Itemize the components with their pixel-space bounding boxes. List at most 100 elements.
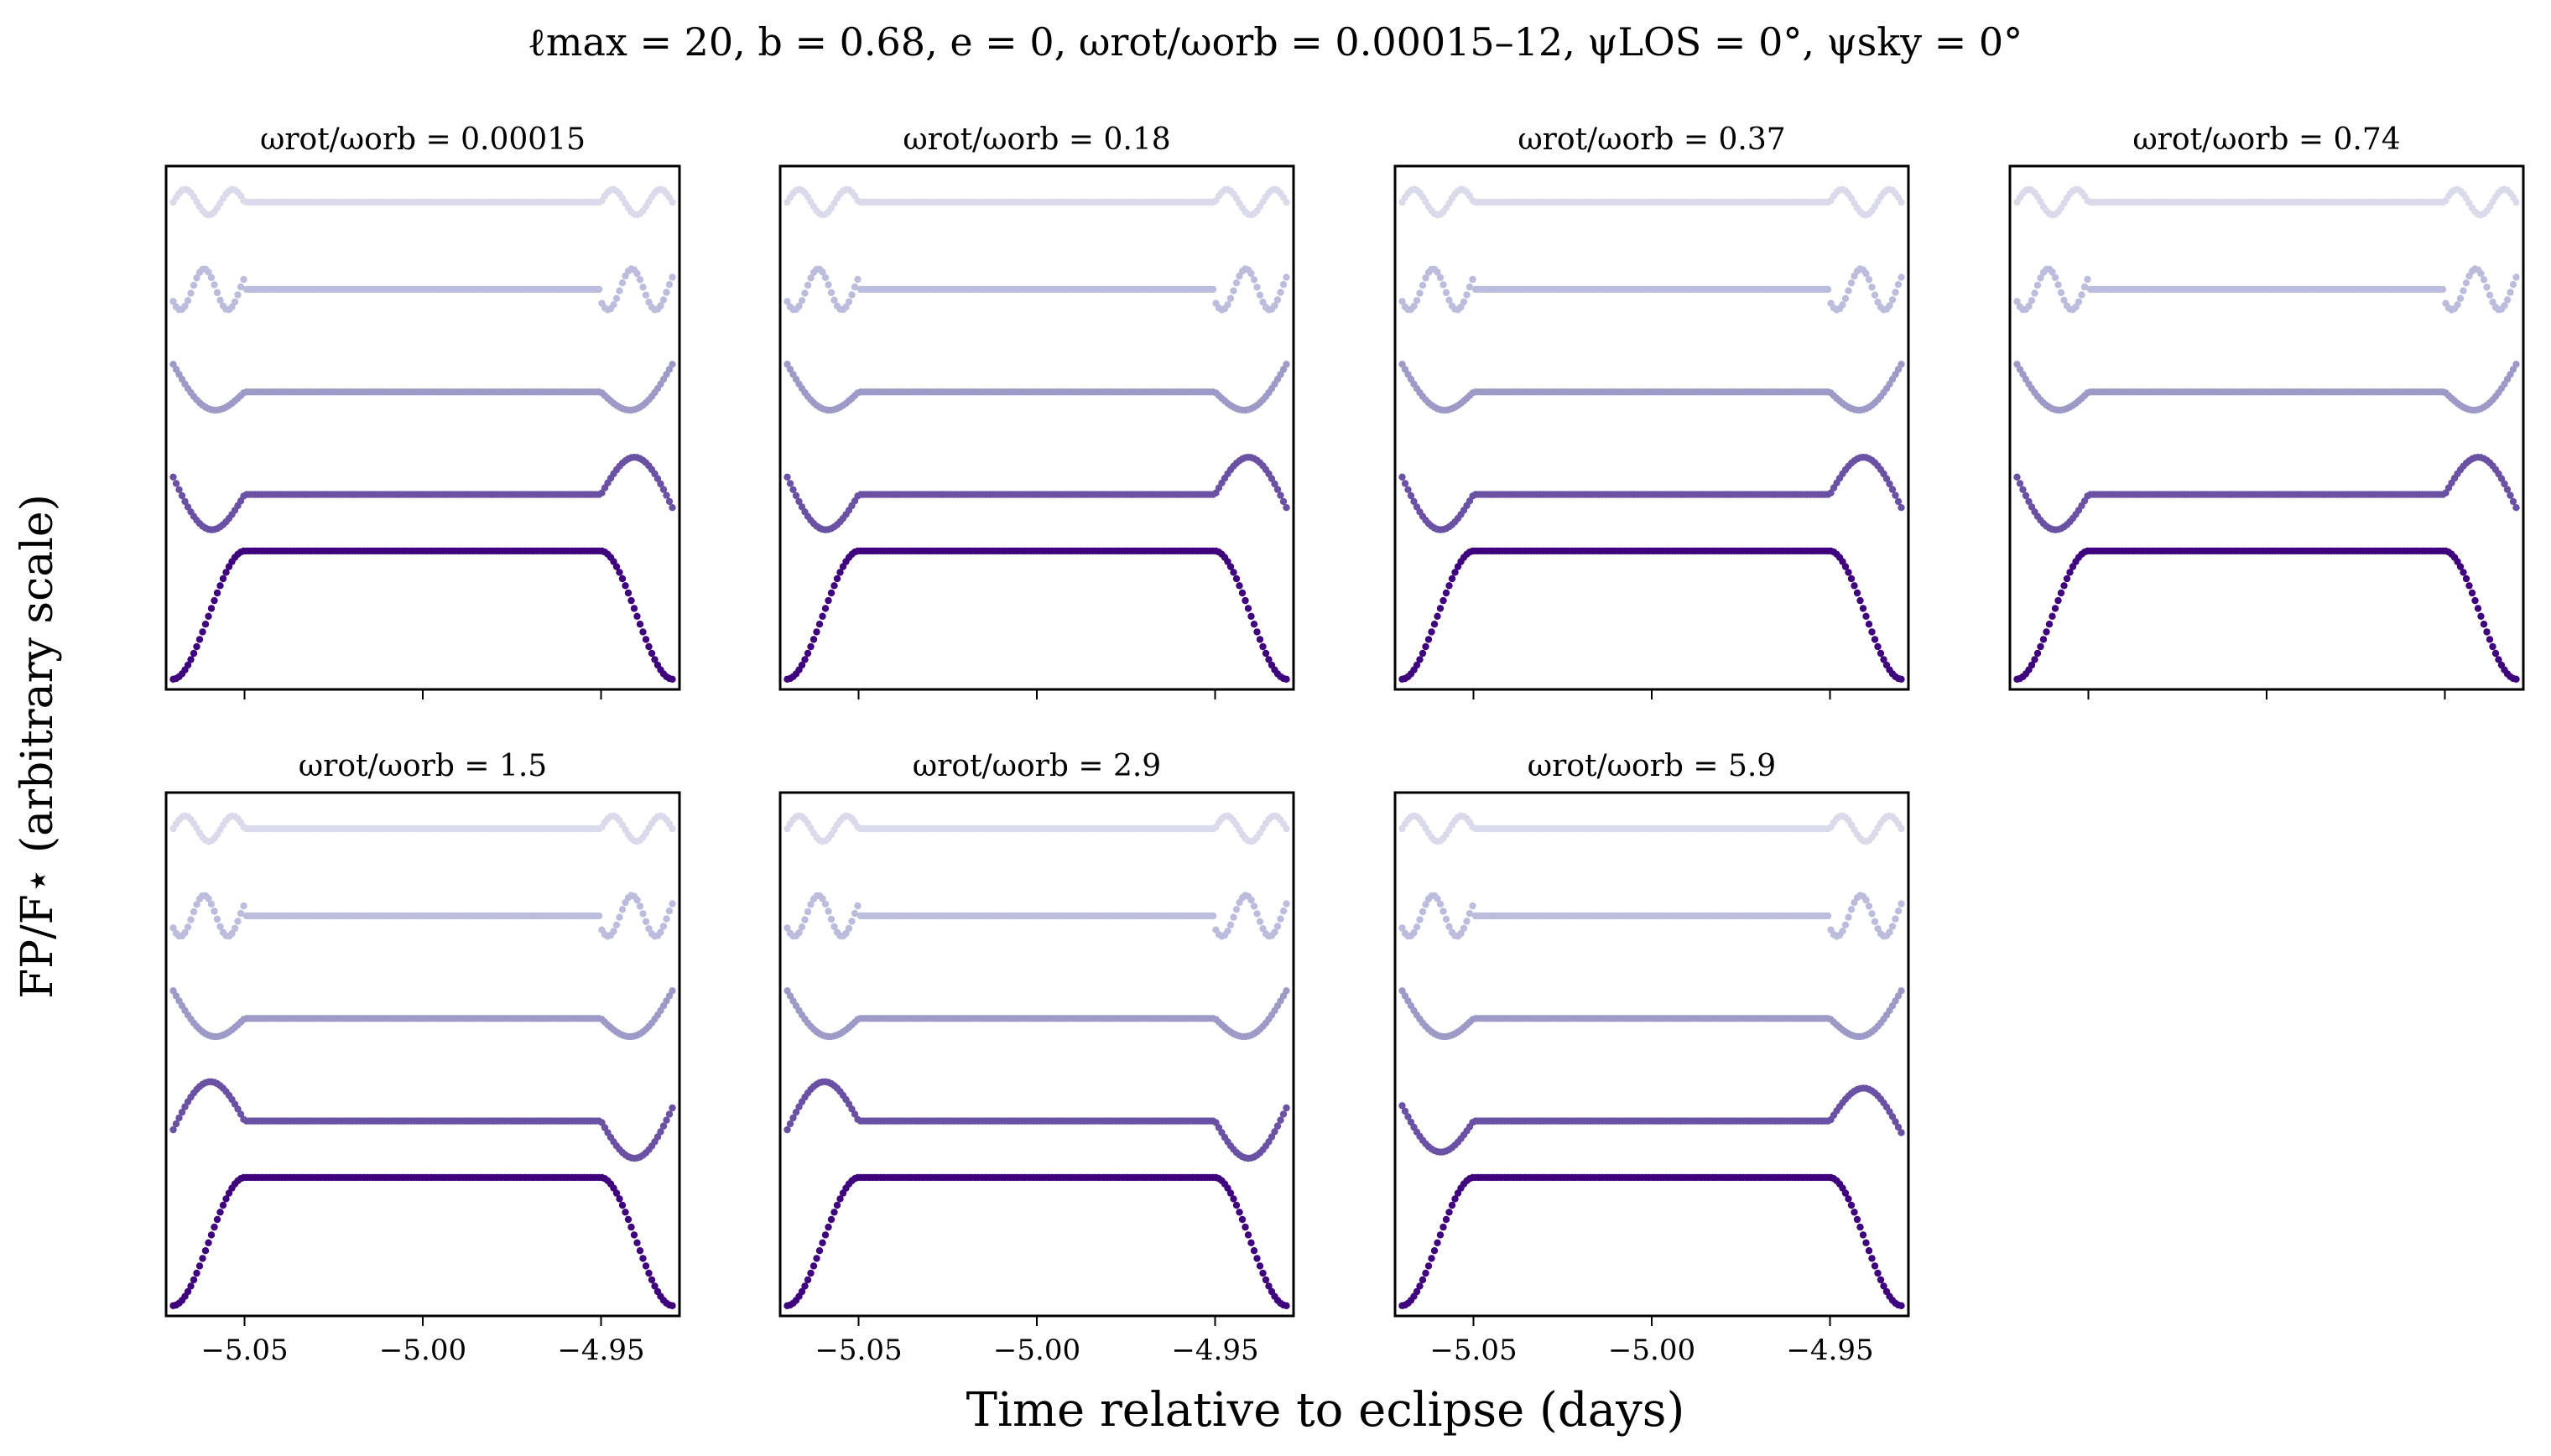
data-point bbox=[659, 923, 668, 930]
data-point bbox=[2054, 596, 2062, 605]
data-point bbox=[201, 1247, 210, 1255]
data-point bbox=[2016, 480, 2024, 487]
data-point bbox=[848, 291, 856, 299]
data-point bbox=[1283, 361, 1290, 368]
data-point bbox=[228, 303, 236, 311]
data-point bbox=[213, 1215, 221, 1224]
data-point bbox=[2049, 612, 2056, 620]
panels-group: ωrot/ωorb = 0.00015 ωrot/ωorb = 0.18 ωrot/… bbox=[164, 122, 2525, 1367]
data-point bbox=[798, 923, 806, 931]
data-point bbox=[1232, 906, 1241, 913]
data-point bbox=[627, 596, 635, 605]
data-point bbox=[1259, 642, 1267, 651]
data-point bbox=[854, 902, 862, 910]
data-point bbox=[1404, 486, 1412, 493]
data-point bbox=[2075, 298, 2083, 306]
panel-title: ωrot/ωorb = 1.5 bbox=[299, 749, 547, 783]
data-point bbox=[207, 900, 216, 908]
data-point bbox=[669, 361, 676, 368]
data-point bbox=[633, 269, 641, 278]
data-point bbox=[633, 1239, 641, 1247]
data-point bbox=[657, 302, 664, 309]
panel-frame bbox=[778, 791, 1295, 1318]
x-tick-label: −4.95 bbox=[557, 1334, 644, 1367]
data-point bbox=[825, 907, 832, 915]
data-point bbox=[211, 907, 218, 915]
data-point bbox=[1424, 636, 1433, 643]
series-4 bbox=[784, 454, 1290, 533]
data-point bbox=[1401, 480, 1409, 487]
data-point bbox=[845, 924, 853, 933]
data-point bbox=[1894, 281, 1903, 289]
data-point bbox=[181, 302, 189, 310]
data-point bbox=[205, 612, 212, 620]
data-point bbox=[184, 661, 192, 669]
data-point bbox=[1894, 497, 1903, 506]
data-point bbox=[240, 275, 247, 283]
data-point bbox=[801, 916, 809, 923]
data-point bbox=[190, 649, 198, 658]
data-point bbox=[2477, 612, 2485, 620]
panel-2: ωrot/ωorb = 0.18 bbox=[778, 122, 1295, 699]
data-point bbox=[1283, 504, 1290, 512]
data-point bbox=[213, 289, 221, 297]
series-5 bbox=[169, 547, 676, 683]
data-point bbox=[845, 298, 853, 306]
data-point bbox=[2060, 582, 2068, 590]
data-point bbox=[819, 268, 826, 276]
data-point bbox=[190, 281, 198, 289]
data-point bbox=[231, 924, 239, 933]
data-point bbox=[636, 1247, 644, 1255]
data-point bbox=[1262, 649, 1270, 658]
data-point bbox=[2465, 582, 2473, 590]
data-point bbox=[1859, 605, 1867, 612]
data-point bbox=[612, 563, 621, 570]
data-point bbox=[1439, 596, 1447, 605]
data-point bbox=[237, 283, 245, 291]
data-point bbox=[240, 902, 247, 910]
series-5 bbox=[169, 1173, 676, 1310]
data-point bbox=[821, 273, 830, 282]
data-point bbox=[1824, 285, 1832, 294]
data-point bbox=[665, 907, 674, 915]
data-point bbox=[184, 923, 192, 931]
data-point bbox=[2512, 198, 2520, 206]
data-point bbox=[616, 569, 623, 576]
data-point bbox=[789, 486, 797, 493]
data-point bbox=[1247, 269, 1255, 278]
data-point bbox=[193, 1269, 200, 1277]
data-point bbox=[1448, 575, 1456, 583]
data-point bbox=[2031, 656, 2038, 663]
data-point bbox=[213, 589, 221, 597]
data-point bbox=[830, 582, 838, 590]
data-point bbox=[1898, 675, 1905, 683]
data-point bbox=[190, 1276, 198, 1284]
data-point bbox=[669, 198, 676, 206]
data-point bbox=[2507, 491, 2514, 499]
data-point bbox=[639, 910, 647, 918]
series-4 bbox=[2013, 454, 2520, 533]
panel-frame bbox=[1393, 164, 1910, 691]
data-point bbox=[663, 289, 670, 296]
data-point bbox=[187, 656, 195, 663]
series-3 bbox=[169, 361, 676, 414]
data-point bbox=[2460, 569, 2467, 576]
data-point bbox=[669, 273, 676, 281]
data-point bbox=[786, 480, 794, 487]
data-point bbox=[807, 642, 815, 651]
series-2 bbox=[784, 265, 1290, 314]
data-point bbox=[622, 1209, 629, 1216]
data-point bbox=[1839, 301, 1846, 309]
data-point bbox=[2084, 275, 2091, 283]
data-point bbox=[801, 656, 809, 663]
data-point bbox=[648, 649, 656, 658]
data-point bbox=[207, 605, 216, 612]
data-point bbox=[1847, 279, 1856, 287]
panel-title: ωrot/ωorb = 0.74 bbox=[2132, 122, 2400, 157]
data-point bbox=[219, 1201, 227, 1209]
data-point bbox=[665, 281, 674, 289]
data-point bbox=[1273, 486, 1282, 493]
data-point bbox=[1847, 575, 1856, 583]
data-point bbox=[1224, 928, 1231, 935]
data-point bbox=[624, 589, 633, 597]
